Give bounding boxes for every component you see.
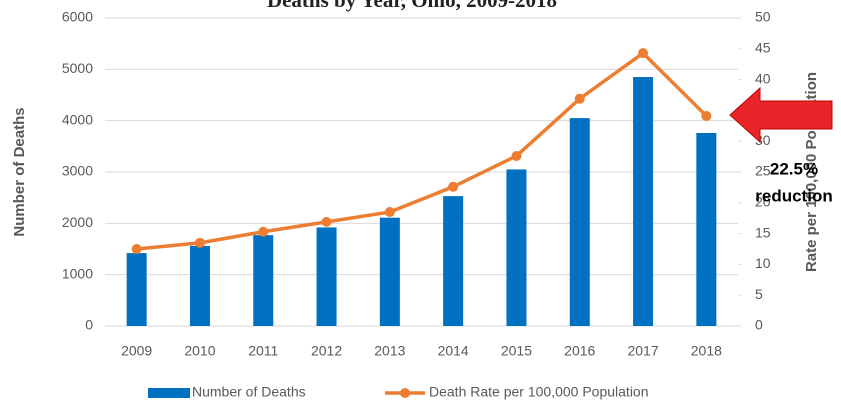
arrow (729, 86, 833, 144)
y-tick-label: 1000 (62, 265, 93, 281)
y-tick-label: 0 (85, 317, 93, 333)
bar (253, 235, 274, 326)
bar (189, 245, 210, 326)
legend-item: Number of Deaths (148, 384, 306, 400)
legend-label: Number of Deaths (192, 384, 306, 400)
legend-marker (400, 388, 410, 398)
y2-tick-label: 45 (755, 40, 771, 56)
y2-tick-label: 15 (755, 224, 771, 240)
y2-tick-label: 20 (755, 194, 771, 210)
x-tick-label: 2016 (564, 343, 595, 359)
annotation: reduction (755, 186, 832, 205)
x-tick-label: 2014 (438, 343, 469, 359)
x-tick-label: 2017 (627, 343, 658, 359)
bar (696, 132, 717, 326)
marker (638, 48, 649, 59)
line (136, 50, 708, 251)
y-tick-label: 6000 (62, 9, 93, 25)
bar (126, 253, 147, 326)
y2-tick-label: 25 (755, 163, 771, 179)
bar (633, 77, 654, 327)
marker (258, 226, 269, 237)
y-tick-label: 4000 (62, 111, 93, 127)
y-tick-label: 3000 (62, 163, 93, 179)
y-axis-label: Number of Deaths (11, 107, 28, 236)
annotation: 22.5% (770, 159, 818, 178)
legend-swatch (148, 388, 190, 398)
bar (379, 217, 400, 326)
marker (194, 237, 205, 248)
y2-tick-label: 50 (755, 9, 771, 25)
marker (448, 181, 459, 192)
x-tick-label: 2009 (121, 343, 152, 359)
x-tick-label: 2013 (374, 343, 405, 359)
y-tick-label: 5000 (62, 60, 93, 76)
bar (506, 169, 527, 326)
marker (384, 207, 395, 218)
y2-tick-label: 5 (755, 286, 763, 302)
x-tick-label: 2018 (691, 343, 722, 359)
legend-label: Death Rate per 100,000 Population (429, 384, 649, 400)
y2-tick-label: 10 (755, 255, 771, 271)
marker (321, 216, 332, 227)
plot-area: 0100020003000400050006000051015202530354… (62, 9, 771, 400)
x-tick-label: 2015 (501, 343, 532, 359)
x-tick-label: 2011 (248, 343, 278, 359)
marker (511, 150, 522, 161)
bar (316, 227, 337, 326)
marker (131, 244, 142, 254)
y2-tick-label: 0 (755, 317, 763, 333)
bar (569, 118, 590, 326)
y-tick-label: 2000 (62, 214, 93, 230)
legend-item: Death Rate per 100,000 Population (385, 384, 649, 400)
bar (443, 196, 464, 326)
y2-tick-label: 40 (755, 70, 771, 86)
marker (701, 110, 712, 121)
marker (574, 93, 585, 104)
x-tick-label: 2012 (311, 343, 342, 359)
chart-title: Deaths by Year, Ohio, 2009-2018 (267, 0, 557, 12)
x-tick-label: 2010 (184, 343, 215, 359)
